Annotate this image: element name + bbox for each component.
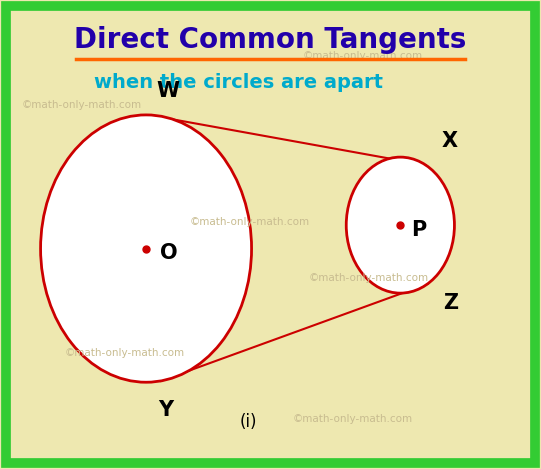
Text: Z: Z [444,294,459,313]
Ellipse shape [346,157,454,293]
Text: ©math-only-math.com: ©math-only-math.com [308,273,428,283]
Text: ©math-only-math.com: ©math-only-math.com [22,100,142,110]
Text: W: W [156,81,180,101]
Text: ©math-only-math.com: ©math-only-math.com [65,348,185,358]
Text: ©math-only-math.com: ©math-only-math.com [189,217,309,227]
Text: when the circles are apart: when the circles are apart [94,73,382,91]
Text: O: O [160,243,177,263]
Text: X: X [442,131,458,151]
Text: ©math-only-math.com: ©math-only-math.com [292,414,412,424]
Ellipse shape [41,115,252,382]
Text: P: P [411,220,426,240]
Text: Direct Common Tangents: Direct Common Tangents [74,26,467,54]
Text: Y: Y [159,400,174,420]
Text: ©math-only-math.com: ©math-only-math.com [303,51,423,61]
Text: (i): (i) [240,413,258,431]
